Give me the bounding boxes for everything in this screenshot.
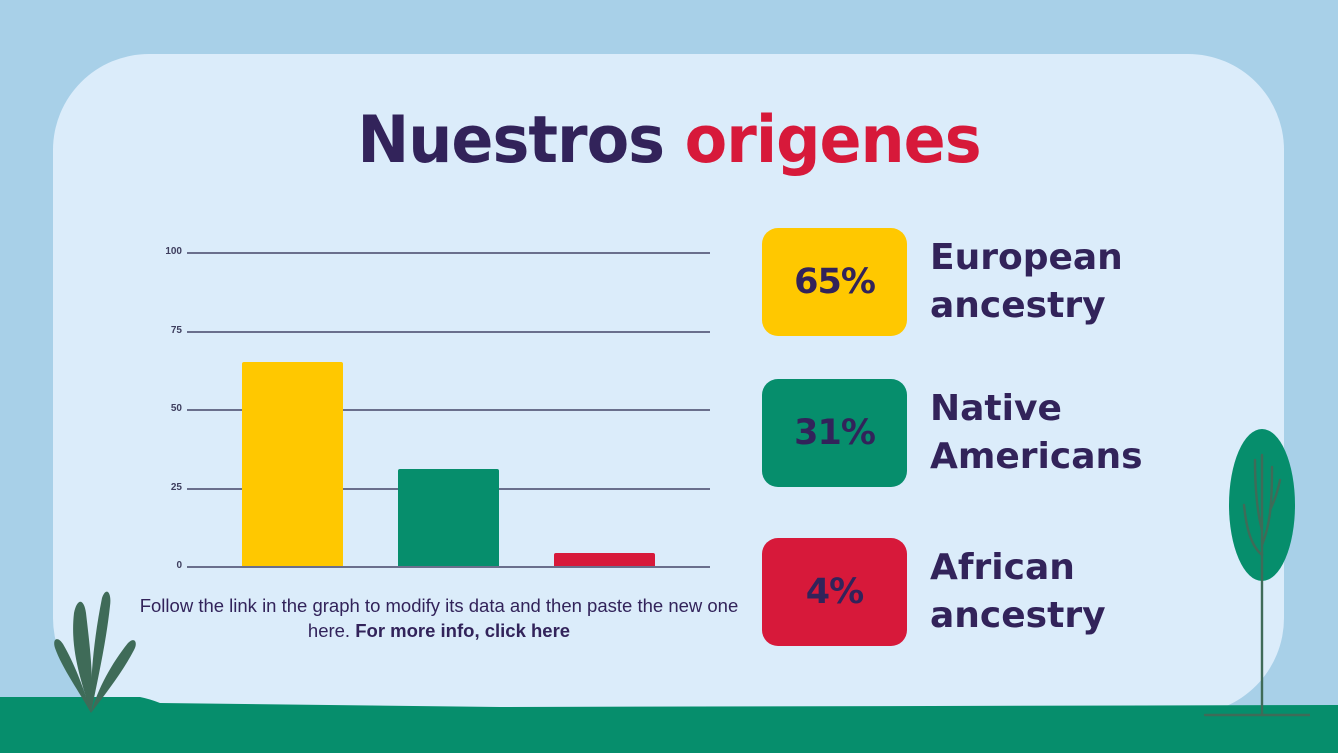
stat-value-box: 4% bbox=[762, 538, 907, 646]
stat-label-line1: European bbox=[930, 237, 1123, 278]
stat-european: 65% European ancestry bbox=[762, 228, 1182, 336]
gridline bbox=[187, 252, 710, 254]
stat-label-line1: Native bbox=[930, 388, 1062, 429]
stat-label: African ancestry bbox=[930, 544, 1190, 640]
y-tick-label: 25 bbox=[170, 482, 182, 493]
bar-chart[interactable]: 100 75 50 25 0 bbox=[140, 230, 720, 580]
page-title: Nuestros origenes bbox=[0, 98, 1338, 182]
y-tick-label: 0 bbox=[176, 560, 182, 571]
stat-label-line1: African bbox=[930, 547, 1075, 588]
stat-label-line2: Americans bbox=[930, 436, 1143, 477]
stat-label: Native Americans bbox=[930, 385, 1190, 481]
gridline bbox=[187, 331, 710, 333]
stat-label-line2: ancestry bbox=[930, 285, 1106, 326]
caption-text: Follow the link in the graph to modify i… bbox=[139, 595, 739, 641]
stat-african: 4% African ancestry bbox=[762, 538, 1182, 646]
title-part-2: origenes bbox=[684, 101, 982, 178]
stat-value-box: 65% bbox=[762, 228, 907, 336]
tree-icon bbox=[1203, 429, 1310, 717]
x-axis-baseline bbox=[187, 566, 710, 568]
y-tick-label: 100 bbox=[165, 246, 182, 257]
ground-grass bbox=[0, 697, 1338, 753]
stat-label-line2: ancestry bbox=[930, 595, 1106, 636]
chart-caption: Follow the link in the graph to modify i… bbox=[130, 593, 748, 643]
more-info-link[interactable]: For more info, click here bbox=[355, 620, 571, 641]
bar-native-americans[interactable] bbox=[398, 468, 499, 566]
stat-label: European ancestry bbox=[930, 234, 1190, 330]
plant-icon bbox=[54, 591, 136, 713]
stat-value-box: 31% bbox=[762, 379, 907, 487]
gridline bbox=[187, 409, 710, 411]
bar-european[interactable] bbox=[242, 361, 343, 566]
y-tick-label: 50 bbox=[170, 403, 182, 414]
title-part-1: Nuestros bbox=[357, 101, 665, 178]
y-tick-label: 75 bbox=[170, 325, 182, 336]
stat-native-americans: 31% Native Americans bbox=[762, 379, 1182, 487]
bar-african[interactable] bbox=[554, 553, 655, 566]
